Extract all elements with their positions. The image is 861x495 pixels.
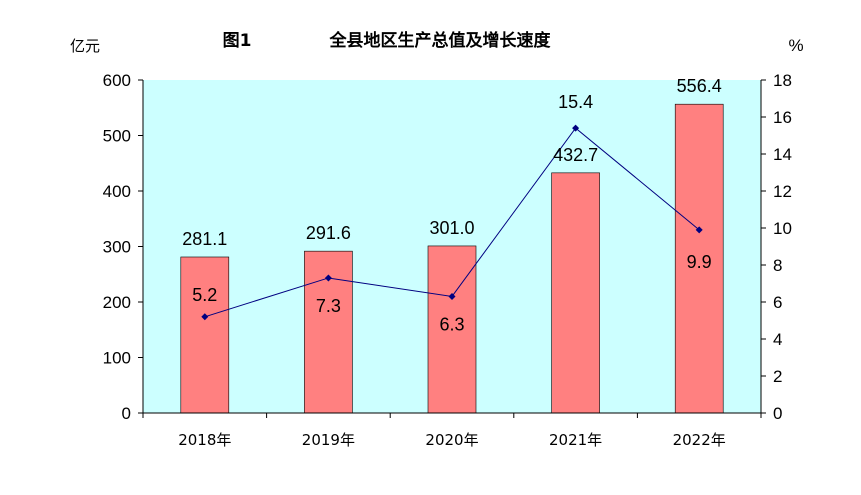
x-tick-label: 2022年: [673, 431, 726, 449]
y2-tick-label: 14: [773, 145, 792, 164]
y-tick-label: 100: [103, 349, 131, 368]
bar-value-label: 291.6: [306, 223, 351, 243]
growth-value-label: 7.3: [316, 296, 341, 316]
growth-point: [572, 124, 580, 132]
growth-value-label: 9.9: [687, 252, 712, 272]
y2-tick-label: 16: [773, 108, 792, 127]
y2-tick-label: 0: [773, 404, 782, 423]
x-tick-label: 2020年: [425, 431, 478, 449]
growth-value-label: 5.2: [192, 285, 217, 305]
chart-title: 全县地区生产总值及增长速度: [329, 30, 552, 51]
bar-value-label: 281.1: [182, 229, 227, 249]
bar-value-label: 301.0: [429, 218, 474, 238]
y2-tick-label: 12: [773, 182, 792, 201]
x-tick-label: 2021年: [549, 431, 602, 449]
y-axis-title: 亿元: [70, 37, 100, 55]
growth-point: [448, 292, 456, 300]
y2-tick-label: 8: [773, 256, 782, 275]
bar-value-label: 556.4: [677, 76, 722, 96]
y2-tick-label: 6: [773, 293, 782, 312]
y-tick-label: 600: [103, 71, 131, 90]
bar: [427, 245, 477, 414]
y-tick-label: 200: [103, 293, 131, 312]
bar: [180, 256, 230, 414]
y-tick-label: 500: [103, 127, 131, 146]
y-tick-label: 400: [103, 182, 131, 201]
chart-title-number: 图1: [223, 31, 252, 51]
bar: [674, 103, 724, 414]
y-tick-label: 300: [103, 238, 131, 257]
growth-point: [695, 226, 703, 234]
y2-tick-label: 2: [773, 367, 782, 386]
growth-point: [324, 274, 332, 282]
y2-tick-label: 4: [773, 330, 782, 349]
growth-value-label: 15.4: [558, 92, 593, 112]
growth-point: [201, 313, 209, 321]
y2-tick-label: 10: [773, 219, 792, 238]
y2-tick-label: 18: [773, 71, 792, 90]
growth-value-label: 6.3: [439, 314, 464, 334]
x-tick-label: 2018年: [178, 431, 231, 449]
y2-axis-title: %: [788, 36, 803, 55]
bar-value-label: 432.7: [553, 145, 598, 165]
x-tick-label: 2019年: [302, 431, 355, 449]
bar: [551, 172, 600, 414]
y-tick-label: 0: [122, 404, 131, 423]
